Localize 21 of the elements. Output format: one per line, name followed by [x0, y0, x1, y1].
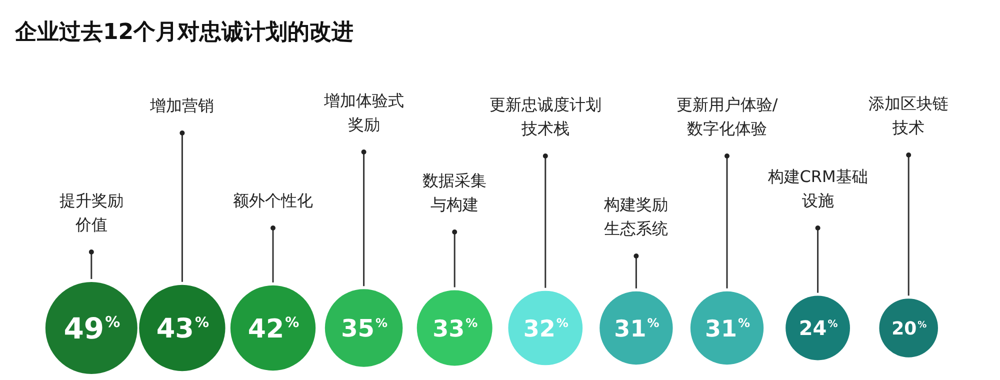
category-label: 数据采集与构建 [422, 171, 487, 214]
category-label: 提升奖励价值 [59, 191, 124, 234]
data-label: 31% [704, 316, 750, 342]
text: 企业过去12个月对忠诚计划的改进 [14, 20, 354, 45]
category-label: 更新忠诚度计划技术栈 [489, 95, 602, 138]
data-label: 24% [798, 316, 838, 340]
category-label: 构建CRM基础设施 [766, 167, 868, 210]
category-label: 添加区块链技术 [868, 94, 949, 137]
category-label: 增加营销 [149, 96, 214, 115]
data-label: 32% [523, 316, 568, 342]
category-label: 更新用户体验/数字化体验 [676, 95, 778, 138]
category-label: 额外个性化 [233, 191, 313, 210]
data-label: 35% [341, 314, 388, 343]
data-label: 43% [156, 314, 210, 345]
data-label: 33% [432, 316, 478, 342]
data-label: 42% [248, 314, 300, 344]
data-label: 20% [892, 318, 927, 340]
data-label: 31% [614, 316, 660, 342]
category-label: 构建奖励生态系统 [603, 195, 668, 238]
data-label: 49% [64, 311, 120, 346]
category-label: 增加体验式奖励 [322, 91, 404, 134]
